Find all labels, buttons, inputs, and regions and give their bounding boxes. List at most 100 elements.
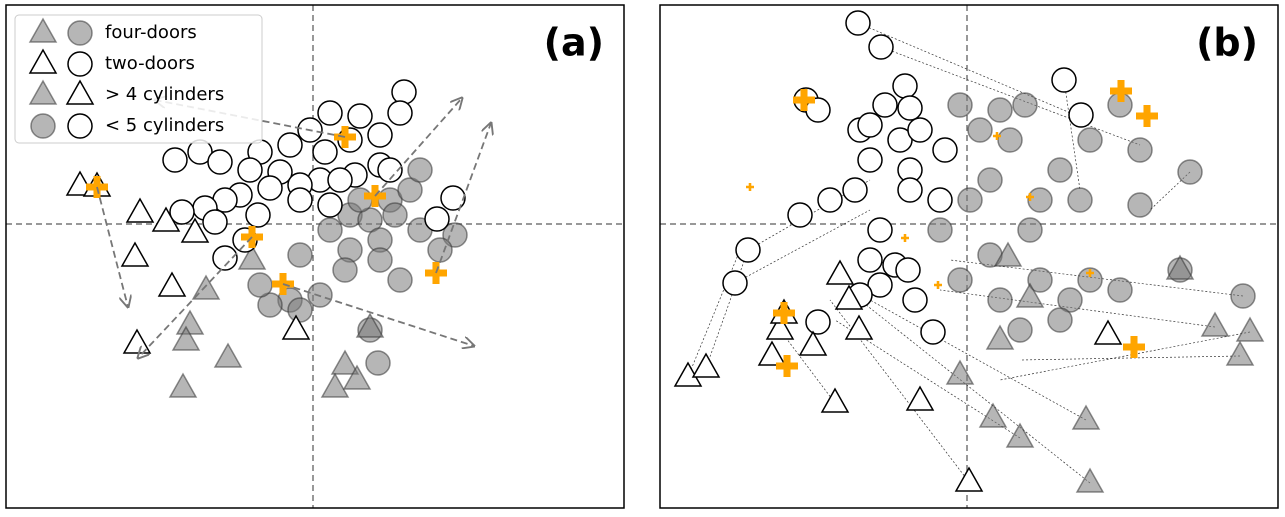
plot-area [6,5,624,508]
point [867,272,893,298]
point [247,272,273,298]
point [1057,287,1083,313]
point [169,199,195,225]
point [1047,307,1073,333]
point [382,202,408,228]
connector [734,209,871,284]
point [844,314,874,340]
point [947,267,973,293]
point [367,122,393,148]
connector [869,299,1087,421]
point [171,325,201,351]
legend-label: < 5 cylinders [105,115,224,136]
point [798,330,828,356]
point [347,187,373,213]
point [151,206,181,232]
point [1077,127,1103,153]
point [332,257,358,283]
point [1230,283,1256,309]
point [735,237,761,263]
point [857,147,883,173]
legend-marker [65,79,95,105]
point [897,95,923,121]
point [120,241,150,267]
point [245,202,271,228]
point [987,287,1013,313]
centroid [1136,105,1158,128]
legend-label: four-doors [105,22,197,43]
point [281,314,311,340]
panel-title: (b) [1196,21,1258,65]
legend-marker [67,51,93,77]
point [347,103,373,129]
legend-marker [67,20,93,46]
point [330,349,360,375]
point [367,247,393,273]
point [355,312,385,338]
centroid [793,89,815,112]
connector [857,22,1081,118]
point [820,387,850,413]
panel: (a) four-doors two-doors > 4 cylinders < 5 c… [5,4,625,509]
point [978,402,1008,428]
point [842,177,868,203]
point [257,292,283,318]
arrow [282,283,474,346]
point [237,157,263,183]
point [287,242,313,268]
point [947,92,973,118]
point [287,187,313,213]
point [927,187,953,213]
point [212,245,238,271]
connector [829,299,970,483]
point [1015,282,1045,308]
legend-marker [28,79,58,105]
point [1165,254,1195,280]
point [887,127,913,153]
point [834,284,864,310]
point [825,259,855,285]
centroid [1026,193,1034,201]
panel-title: (a) [544,21,604,65]
connector [999,331,1251,381]
plot-area [660,5,1278,508]
point [722,270,748,296]
point [312,139,338,165]
point [927,217,953,243]
point [1027,187,1053,213]
point [787,202,813,228]
legend-box [14,14,263,144]
point [895,257,921,283]
point [1017,217,1043,243]
connector [705,249,749,369]
point [287,297,313,323]
frame [5,4,625,509]
point [327,167,353,193]
point [967,117,993,143]
centroid [901,234,909,242]
frame [659,4,1279,509]
centroid [993,132,1001,140]
point [162,147,188,173]
point [1075,467,1105,493]
point [1068,102,1094,128]
point [317,217,343,243]
point [1047,157,1073,183]
point [1093,319,1123,345]
point [277,132,303,158]
point [932,137,958,163]
centroid [934,281,942,289]
centroid [1123,336,1145,359]
point [168,372,198,398]
point [765,314,795,340]
point [257,175,283,201]
point [180,217,210,243]
legend-marker [28,17,58,43]
point [691,352,721,378]
legend-label: two-doors [105,53,195,74]
arrow [435,123,491,274]
point [342,364,372,390]
centroid [1086,269,1094,277]
point [440,185,466,211]
point [905,385,935,411]
